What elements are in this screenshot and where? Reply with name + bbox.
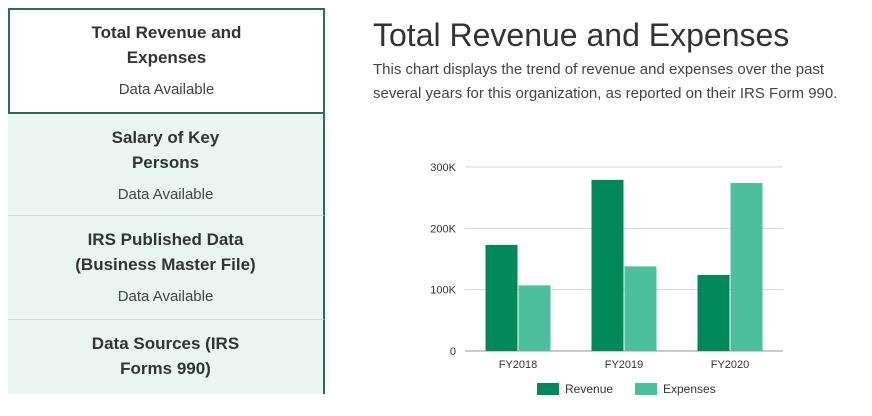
bar-expenses-fy2020: [730, 182, 763, 351]
legend-swatch-expenses: [635, 383, 657, 395]
page-title: Total Revenue and Expenses: [373, 17, 790, 53]
x-tick-label: FY2018: [499, 359, 538, 371]
bar-revenue-fy2020: [697, 274, 730, 351]
sidebar-item-salary[interactable]: Salary of Key Persons Data Available: [8, 114, 325, 216]
bar-revenue-fy2019: [591, 179, 624, 351]
sidebar-item-title: Data Sources (IRS Forms 990): [91, 334, 240, 378]
sidebar-item-title: Salary of Key Persons: [111, 128, 220, 172]
y-tick-label: 200K: [430, 223, 456, 235]
sidebar-item-status: Data Available: [117, 288, 214, 305]
y-tick-label: 100K: [430, 285, 456, 297]
sidebar-item-title: Total Revenue and Expenses: [91, 23, 242, 67]
sidebar-item-status: Data Available: [118, 81, 215, 98]
main-content: Total Revenue and Expenses This chart di…: [373, 16, 863, 106]
sidebar-item-total-revenue[interactable]: Total Revenue and Expenses Data Availabl…: [8, 8, 325, 114]
sidebar-item-title: IRS Published Data (Business Master File…: [75, 230, 256, 274]
legend-label-revenue: Revenue: [565, 382, 613, 396]
legend-label-expenses: Expenses: [663, 382, 716, 396]
legend-swatch-revenue: [537, 383, 559, 395]
revenue-expenses-chart: 0 100K 200K 300K FY2018 FY2019 FY2020 Revenue Ex…: [430, 162, 783, 396]
x-tick-label: FY2019: [605, 359, 644, 371]
y-tick-label: 300K: [430, 162, 456, 174]
bar-expenses-fy2019: [624, 266, 657, 351]
sidebar-item-status: Data Available: [117, 186, 214, 203]
y-tick-label: 0: [450, 346, 456, 358]
sidebar: Total Revenue and Expenses Data Availabl…: [8, 8, 325, 394]
x-tick-label: FY2020: [711, 359, 750, 371]
sidebar-item-data-sources[interactable]: Data Sources (IRS Forms 990): [8, 320, 325, 394]
bar-revenue-fy2018: [485, 244, 518, 351]
page-description: This chart displays the trend of revenue…: [373, 61, 838, 102]
bar-expenses-fy2018: [518, 285, 551, 351]
sidebar-item-irs-data[interactable]: IRS Published Data (Business Master File…: [8, 216, 325, 320]
